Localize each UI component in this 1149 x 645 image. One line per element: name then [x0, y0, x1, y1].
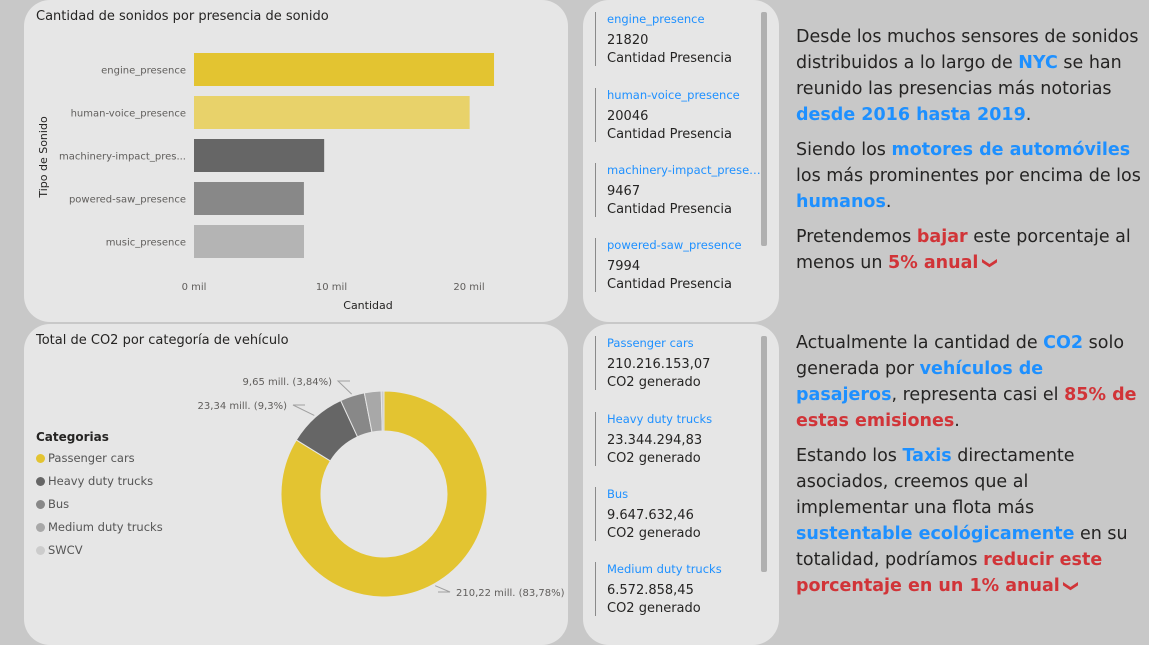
chevron-down-icon: ❯	[981, 256, 1000, 270]
narrative-sounds: Desde los muchos sensores de sonidos dis…	[796, 24, 1141, 285]
kpi-sub: Cantidad Presencia	[607, 127, 732, 142]
bar-chart-card: Cantidad de sonidos por presencia de son…	[24, 0, 568, 322]
kpi-item: machinery-impact_presence 9467 Cantidad …	[595, 163, 761, 217]
scrollbar[interactable]	[761, 336, 767, 572]
donut-chart-card: Total de CO2 por categoría de vehículo C…	[24, 324, 568, 645]
bar-chart: Tipo de Sonido Cantidad engine_presenceh…	[37, 53, 495, 312]
kpi-value: 6.572.858,45	[607, 583, 694, 598]
kpi-sub: Cantidad Presencia	[607, 51, 732, 66]
co2-kpi-list[interactable]: Passenger cars 210.216.153,07 CO2 genera…	[583, 324, 779, 645]
kpi-item: Heavy duty trucks 23.344.294,83 CO2 gene…	[595, 412, 761, 466]
legend-dot-icon	[36, 545, 45, 555]
legend-label: Heavy duty trucks	[48, 474, 154, 488]
legend-title: Categorias	[36, 430, 109, 444]
donut-slice[interactable]	[280, 390, 488, 598]
narrative-paragraph: Estando los Taxis directamente asociados…	[796, 446, 1128, 596]
legend-dot-icon	[36, 453, 45, 463]
kpi-sub: Cantidad Presencia	[607, 277, 732, 292]
narrative-co2: Actualmente la cantidad de CO2 solo gene…	[796, 330, 1141, 608]
kpi-label: Passenger cars	[607, 336, 694, 350]
legend-label: SWCV	[48, 543, 83, 557]
legend-item[interactable]: Passenger cars	[36, 451, 135, 465]
narrative-paragraph: Desde los muchos sensores de sonidos dis…	[796, 27, 1139, 125]
donut-chart: 210,22 mill. (83,78%) 23,34 mill. (9,3%) 9…	[198, 377, 565, 599]
bar-chart-title: Cantidad de sonidos por presencia de son…	[36, 9, 329, 24]
kpi-value: 9467	[607, 184, 641, 199]
kpi-value: 20046	[607, 109, 649, 124]
kpi-item: human-voice_presence 20046 Cantidad Pres…	[595, 88, 761, 142]
x-tick-label: 20 mil	[453, 282, 484, 293]
kpi-item: Medium duty trucks 6.572.858,45 CO2 gene…	[595, 562, 761, 616]
bar[interactable]	[194, 225, 304, 258]
kpi-item: Passenger cars 210.216.153,07 CO2 genera…	[595, 336, 761, 390]
kpi-sub: CO2 generado	[607, 526, 701, 541]
bar[interactable]	[194, 182, 304, 215]
donut-slice[interactable]	[380, 390, 385, 432]
category-tick-label: music_presence	[106, 238, 186, 249]
data-label: 210,22 mill. (83,78%)	[456, 588, 565, 599]
legend-item[interactable]: Heavy duty trucks	[36, 474, 153, 488]
sound-kpi-list[interactable]: engine_presence 21820 Cantidad Presencia…	[583, 0, 779, 322]
kpi-value: 7994	[607, 259, 641, 274]
x-tick-label: 0 mil	[182, 282, 207, 293]
kpi-item: Bus 9.647.632,46 CO2 generado	[595, 487, 761, 541]
leader-line	[292, 404, 315, 416]
kpi-value: 21820	[607, 33, 649, 48]
data-label: 9,65 mill. (3,84%)	[243, 377, 333, 388]
kpi-item: engine_presence 21820 Cantidad Presencia	[595, 12, 761, 66]
kpi-label: human-voice_presence	[607, 88, 740, 102]
category-tick-label: human-voice_presence	[71, 109, 186, 120]
kpi-label: Medium duty trucks	[607, 562, 722, 576]
category-tick-label: engine_presence	[101, 66, 186, 77]
legend-label: Passenger cars	[48, 451, 135, 465]
leader-line	[434, 585, 451, 593]
chevron-down-icon: ❯	[1062, 579, 1081, 593]
legend-item[interactable]: Medium duty trucks	[36, 520, 163, 534]
kpi-value: 210.216.153,07	[607, 357, 711, 372]
kpi-label: Bus	[607, 487, 629, 501]
bar[interactable]	[194, 53, 495, 86]
donut-chart-title: Total de CO2 por categoría de vehículo	[36, 333, 289, 348]
bar[interactable]	[194, 96, 470, 129]
kpi-label: engine_presence	[607, 12, 705, 26]
legend-label: Medium duty trucks	[48, 520, 163, 534]
kpi-sub: Cantidad Presencia	[607, 202, 732, 217]
legend-item[interactable]: SWCV	[36, 543, 83, 557]
legend-item[interactable]: Bus	[36, 497, 69, 511]
kpi-item: powered-saw_presence 7994 Cantidad Prese…	[595, 238, 761, 292]
narrative-paragraph: Actualmente la cantidad de CO2 solo gene…	[796, 333, 1137, 431]
category-tick-label: machinery-impact_pres...	[59, 152, 186, 163]
y-axis-label: Tipo de Sonido	[37, 116, 50, 199]
kpi-value: 9.647.632,46	[607, 508, 694, 523]
leader-line	[336, 380, 353, 395]
kpi-label: powered-saw_presence	[607, 238, 742, 252]
kpi-sub: CO2 generado	[607, 451, 701, 466]
narrative-paragraph: Siendo los motores de automóviles los má…	[796, 140, 1141, 212]
data-label: 23,34 mill. (9,3%)	[198, 401, 288, 412]
legend-dot-icon	[36, 499, 45, 509]
kpi-label: machinery-impact_presence	[607, 163, 761, 177]
legend-label: Bus	[48, 497, 70, 511]
x-axis-label: Cantidad	[343, 299, 392, 312]
kpi-sub: CO2 generado	[607, 601, 701, 616]
kpi-label: Heavy duty trucks	[607, 412, 713, 426]
scrollbar[interactable]	[761, 12, 767, 246]
legend-dot-icon	[36, 522, 45, 532]
bar[interactable]	[194, 139, 325, 172]
kpi-sub: CO2 generado	[607, 375, 701, 390]
legend-dot-icon	[36, 476, 45, 486]
kpi-value: 23.344.294,83	[607, 433, 703, 448]
narrative-paragraph: Pretendemos bajar este porcentaje al men…	[796, 227, 1131, 273]
category-tick-label: powered-saw_presence	[69, 195, 186, 206]
x-tick-label: 10 mil	[316, 282, 347, 293]
